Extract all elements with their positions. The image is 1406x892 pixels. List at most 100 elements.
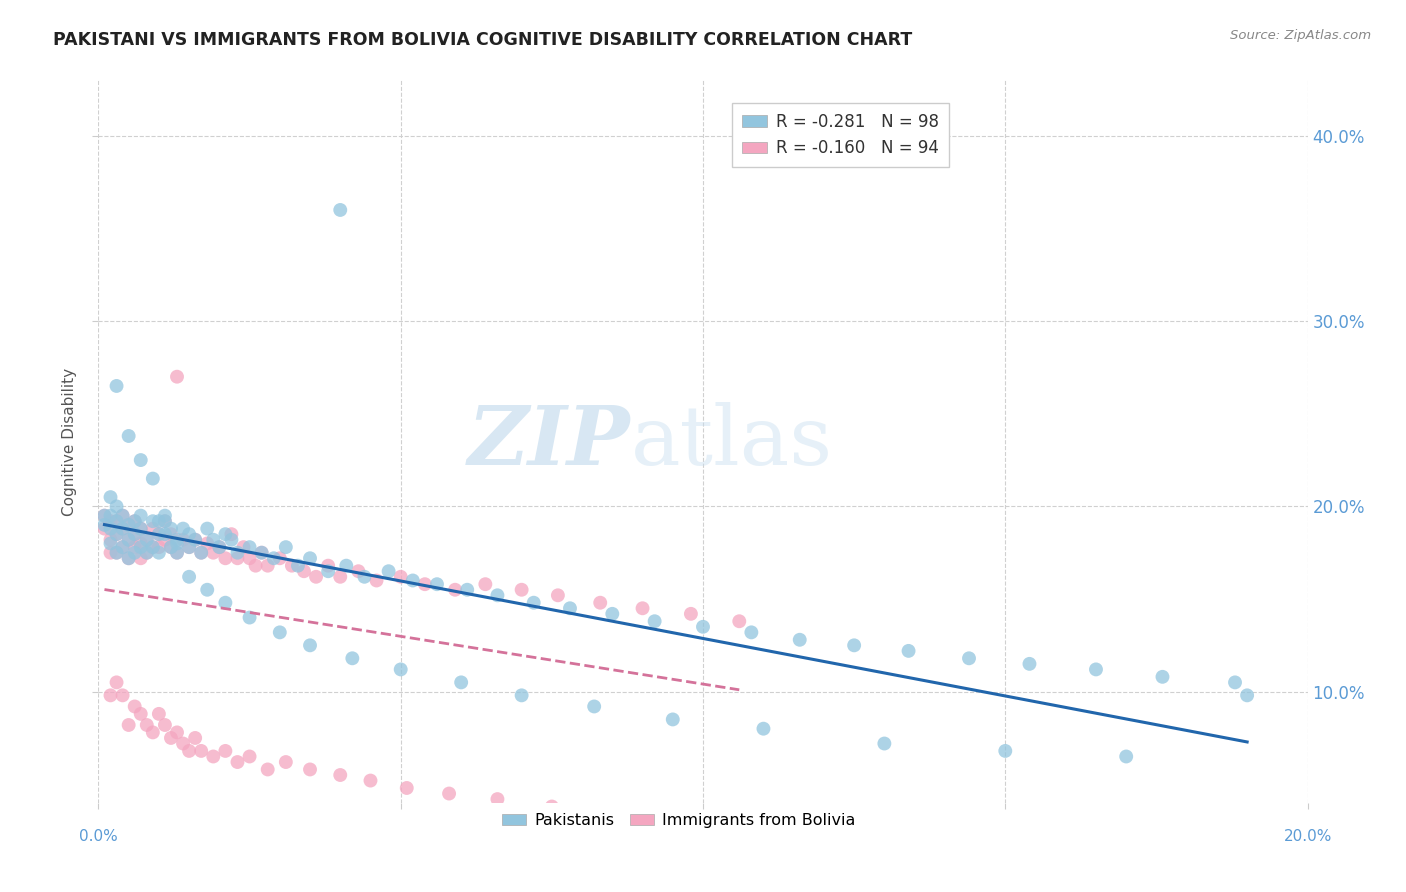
Point [111, 689, 134, 703]
Point [105, 500, 128, 514]
Point [166, 536, 188, 550]
Point [190, 546, 212, 560]
Point [239, 551, 262, 566]
Point [111, 522, 134, 536]
Point [214, 596, 236, 610]
Text: atlas: atlas [630, 401, 832, 482]
Point [226, 546, 249, 560]
Point [195, 522, 218, 536]
Point [100, 546, 122, 560]
Point [135, 533, 157, 547]
Point [179, 744, 201, 758]
Point [195, 536, 218, 550]
Point [160, 522, 183, 536]
Point [105, 546, 128, 560]
Point [153, 508, 176, 523]
Point [135, 546, 157, 560]
Point [299, 638, 322, 652]
Point [214, 744, 236, 758]
Text: 0.0%: 0.0% [79, 829, 118, 844]
Point [129, 522, 152, 536]
Point [269, 551, 291, 566]
Point [214, 551, 236, 566]
Point [93, 517, 115, 532]
Point [148, 706, 170, 721]
Point [644, 614, 666, 628]
Point [111, 522, 134, 536]
Point [1115, 749, 1137, 764]
Point [413, 577, 436, 591]
Text: ZIP: ZIP [468, 401, 630, 482]
Point [100, 508, 122, 523]
Point [100, 536, 122, 550]
Point [124, 527, 146, 541]
Point [789, 632, 811, 647]
Point [166, 725, 188, 739]
Point [148, 546, 170, 560]
Point [510, 582, 533, 597]
Point [172, 533, 194, 547]
Point [105, 546, 128, 560]
Point [118, 517, 141, 532]
Point [160, 527, 183, 541]
Point [111, 508, 134, 523]
Point [523, 596, 546, 610]
Point [256, 558, 278, 573]
Point [395, 780, 418, 795]
Point [105, 675, 128, 690]
Point [292, 564, 315, 578]
Point [444, 582, 467, 597]
Point [118, 551, 141, 566]
Point [142, 540, 165, 554]
Point [274, 540, 297, 554]
Point [142, 472, 165, 486]
Point [1236, 689, 1258, 703]
Point [329, 768, 352, 782]
Point [129, 551, 152, 566]
Point [184, 533, 207, 547]
Point [269, 625, 291, 640]
Point [547, 588, 569, 602]
Point [148, 514, 170, 528]
Point [366, 574, 388, 588]
Point [166, 369, 188, 384]
Point [957, 651, 980, 665]
Point [129, 536, 152, 550]
Point [208, 540, 231, 554]
Point [221, 533, 243, 547]
Point [402, 574, 425, 588]
Point [124, 699, 146, 714]
Point [437, 787, 460, 801]
Point [190, 744, 212, 758]
Point [389, 570, 412, 584]
Point [456, 582, 478, 597]
Point [263, 551, 285, 566]
Point [540, 799, 562, 814]
Point [202, 533, 225, 547]
Point [256, 763, 278, 777]
Point [994, 744, 1017, 758]
Point [100, 533, 122, 547]
Point [129, 453, 152, 467]
Point [305, 570, 328, 584]
Point [111, 508, 134, 523]
Point [486, 792, 509, 806]
Point [214, 527, 236, 541]
Point [129, 522, 152, 536]
Point [148, 527, 170, 541]
Point [105, 514, 128, 528]
Point [135, 533, 157, 547]
Point [190, 546, 212, 560]
Point [142, 522, 165, 536]
Point [740, 625, 762, 640]
Point [661, 713, 683, 727]
Point [124, 527, 146, 541]
Point [148, 540, 170, 554]
Point [1085, 662, 1108, 676]
Point [105, 527, 128, 541]
Point [142, 514, 165, 528]
Point [221, 527, 243, 541]
Point [153, 514, 176, 528]
Point [111, 540, 134, 554]
Point [752, 722, 775, 736]
